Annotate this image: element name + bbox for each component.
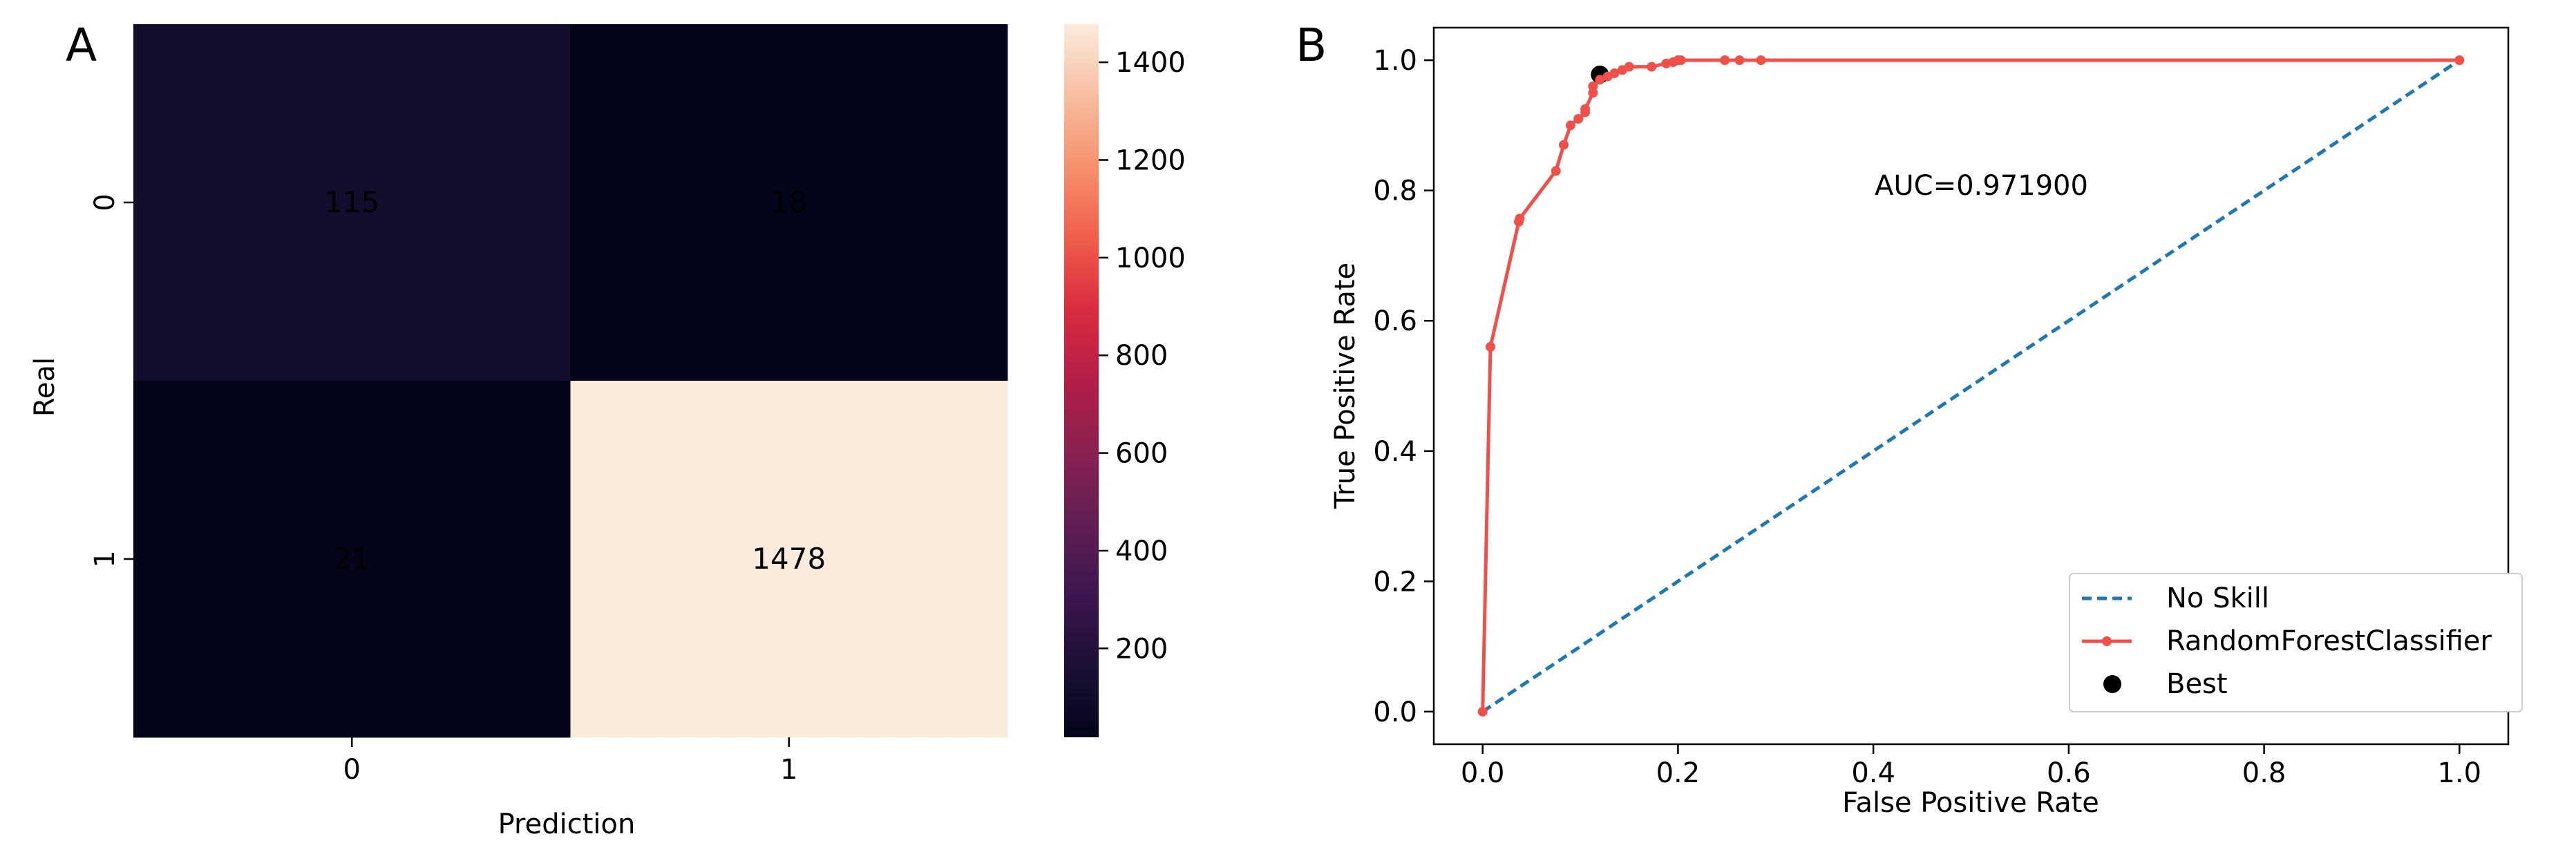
colorbar-tick-label: 1400 bbox=[1115, 47, 1186, 79]
heatmap-cell bbox=[570, 381, 1008, 738]
heatmap-cell-value: 21 bbox=[334, 542, 370, 576]
heatmap-cell-value: 115 bbox=[324, 185, 379, 219]
roc-xlabel: False Positive Rate bbox=[1842, 787, 2099, 819]
legend-rf-label: RandomForestClassifier bbox=[2166, 625, 2492, 657]
heatmap-cell bbox=[133, 24, 571, 381]
heatmap-y-tick-label: 1 bbox=[89, 550, 121, 567]
roc-series-rf-point bbox=[1588, 81, 1598, 91]
heatmap-cell bbox=[570, 24, 1008, 381]
heatmap-x-tick-label: 1 bbox=[780, 754, 797, 786]
heatmap-cell-value: 18 bbox=[770, 185, 807, 219]
roc-x-tick-label: 0.4 bbox=[1851, 757, 1895, 789]
roc-series-rf-point bbox=[1595, 75, 1605, 85]
colorbar-tick-label: 800 bbox=[1115, 340, 1168, 372]
legend-box bbox=[2069, 573, 2523, 712]
roc-series-rf-point bbox=[1573, 113, 1584, 124]
colorbar-tick-label: 200 bbox=[1115, 633, 1168, 665]
heatmap-x-tick-label: 0 bbox=[343, 754, 361, 786]
roc-series-rf-point bbox=[1565, 120, 1575, 131]
roc-series-rf-point bbox=[1477, 706, 1488, 717]
roc-series-rf-point bbox=[1624, 61, 1634, 72]
legend-no-skill-label: No Skill bbox=[2166, 583, 2269, 614]
roc-y-tick-label: 0.0 bbox=[1373, 697, 1417, 728]
roc-x-tick-label: 0.8 bbox=[2242, 757, 2286, 789]
roc-legend: No Skill RandomForestClassifier Best bbox=[2069, 573, 2523, 712]
roc-y-tick-label: 0.6 bbox=[1373, 305, 1417, 337]
roc-plot-frame bbox=[1432, 26, 2510, 746]
roc-series bbox=[1477, 55, 2465, 717]
roc-y-tick-label: 0.4 bbox=[1373, 436, 1417, 468]
panel-a-label: A bbox=[66, 19, 97, 72]
heatmap-ylabel: Real bbox=[29, 357, 61, 417]
roc-x-tick-label: 0.0 bbox=[1461, 757, 1505, 789]
roc-auc-annotation: AUC=0.971900 bbox=[1875, 170, 2088, 202]
heatmap-xlabel: Prediction bbox=[498, 808, 636, 840]
colorbar-tick-label: 1200 bbox=[1115, 145, 1186, 177]
roc-series-rf-point bbox=[1756, 55, 1766, 66]
roc-series-rf-point bbox=[1559, 140, 1569, 150]
roc-series-rf-point bbox=[1720, 55, 1730, 66]
roc-axes: 0.0 0.2 0.4 0.6 0.8 1.0 0.0 0.2 0.4 0.6 0.8 1.0 bbox=[1373, 45, 2481, 789]
colorbar-ticks: 200 400 600 800 1000 1200 1400 bbox=[1099, 47, 1186, 665]
roc-series-rf-point bbox=[1734, 55, 1745, 66]
panel-b-label: B bbox=[1296, 19, 1327, 72]
panel-b: B 0.0 0.2 0.4 0.6 0.8 1.0 0.0 0.2 0.4 0.6 0.8 1.0 A… bbox=[1296, 19, 2523, 819]
colorbar-tick-label: 600 bbox=[1115, 438, 1168, 470]
legend-best-marker bbox=[2103, 675, 2121, 693]
heatmap-cells: 115 18 21 1478 bbox=[133, 24, 1008, 738]
panel-a: A 115 18 21 1478 0 1 0 1 Prediction Real 200 40… bbox=[29, 19, 1186, 840]
roc-series-no-skill-line bbox=[1481, 59, 2461, 713]
roc-series-rf-point bbox=[1676, 55, 1686, 66]
legend-best-label: Best bbox=[2166, 668, 2228, 700]
colorbar bbox=[1064, 24, 1099, 737]
colorbar-tick-label: 1000 bbox=[1115, 243, 1186, 274]
roc-series-rf-point bbox=[1551, 166, 1561, 176]
roc-y-tick-label: 1.0 bbox=[1373, 45, 1417, 77]
roc-series-rf-point bbox=[1485, 341, 1495, 352]
roc-series-rf-point bbox=[1515, 214, 1525, 224]
roc-y-tick-label: 0.2 bbox=[1373, 566, 1417, 598]
heatmap-axes: 0 1 0 1 bbox=[89, 193, 797, 786]
roc-series-rf-point bbox=[2454, 55, 2465, 66]
roc-x-tick-label: 0.2 bbox=[1656, 757, 1701, 789]
colorbar-tick-label: 400 bbox=[1115, 536, 1168, 567]
heatmap-y-tick-label: 0 bbox=[89, 193, 121, 211]
roc-ylabel: True Positive Rate bbox=[1329, 263, 1361, 509]
roc-series-rf-point bbox=[1647, 61, 1657, 72]
roc-series-rf-point bbox=[1580, 104, 1591, 114]
heatmap-cell-value: 1478 bbox=[752, 542, 826, 576]
legend-rf-marker bbox=[2102, 636, 2112, 646]
roc-x-tick-label: 1.0 bbox=[2438, 757, 2482, 789]
roc-x-tick-label: 0.6 bbox=[2047, 757, 2091, 789]
roc-series-rf-point bbox=[1609, 68, 1620, 78]
roc-y-tick-label: 0.8 bbox=[1373, 176, 1417, 207]
heatmap-cell bbox=[133, 381, 571, 738]
